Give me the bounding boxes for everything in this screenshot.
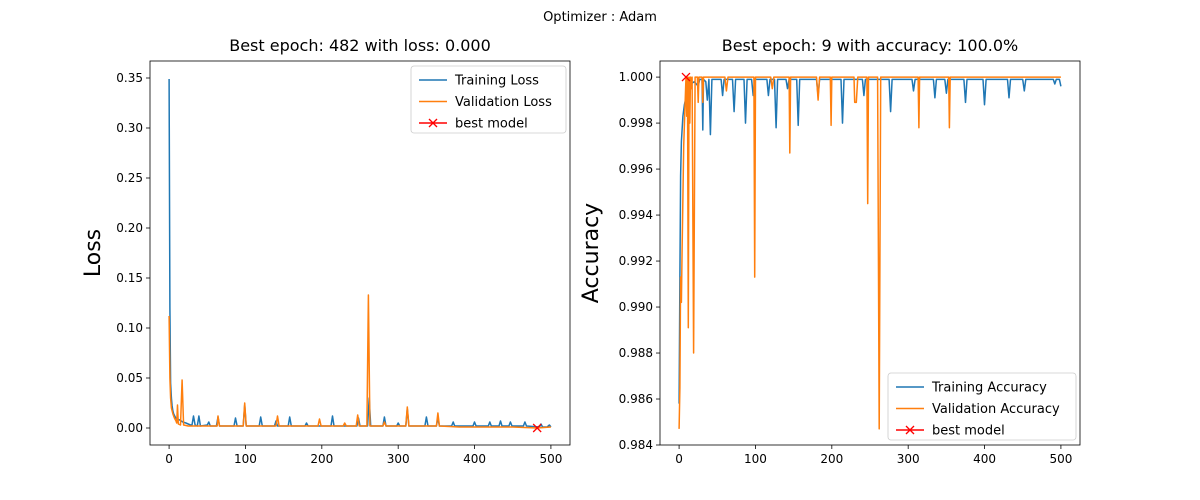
training-series-line bbox=[168, 78, 552, 428]
y-tick-label: 0.996 bbox=[619, 162, 653, 176]
best-model-marker bbox=[532, 423, 542, 433]
plot-area bbox=[678, 76, 1062, 430]
x-tick-label: 300 bbox=[387, 452, 410, 466]
y-tick-label: 0.05 bbox=[116, 371, 143, 385]
x-tick-label: 400 bbox=[973, 452, 996, 466]
legend-label: Training Loss bbox=[454, 74, 539, 89]
x-tick-label: 400 bbox=[463, 452, 486, 466]
x-tick-label: 200 bbox=[820, 452, 843, 466]
x-tick-label: 300 bbox=[897, 452, 920, 466]
y-tick-label: 0.988 bbox=[619, 346, 653, 360]
y-tick-label: 0.994 bbox=[619, 208, 653, 222]
y-tick-label: 0.00 bbox=[116, 421, 143, 435]
legend-label: Validation Accuracy bbox=[932, 402, 1060, 417]
legend-box bbox=[887, 372, 1077, 441]
y-tick-label: 0.984 bbox=[619, 438, 653, 452]
legend-box bbox=[410, 65, 567, 134]
plot-area bbox=[168, 78, 552, 429]
legend-label: Training Accuracy bbox=[931, 381, 1047, 396]
legend-label: Validation Loss bbox=[455, 95, 552, 110]
x-tick-label: 100 bbox=[234, 452, 257, 466]
x-tick-label: 0 bbox=[165, 452, 173, 466]
y-tick-label: 0.35 bbox=[116, 71, 143, 85]
x-tick-label: 500 bbox=[1049, 452, 1072, 466]
y-tick-label: 0.25 bbox=[116, 171, 143, 185]
x-tick-label: 100 bbox=[744, 452, 767, 466]
legend-label: best model bbox=[932, 424, 1005, 439]
validation-series-line bbox=[678, 76, 1061, 430]
y-tick-label: 0.20 bbox=[116, 221, 143, 235]
accuracy-chart: Best epoch: 9 with accuracy: 100.0% Accur… bbox=[579, 36, 1081, 466]
y-tick-label: 0.986 bbox=[619, 392, 653, 406]
y-axis-label: Accuracy bbox=[579, 203, 604, 303]
y-tick-label: 0.10 bbox=[116, 321, 143, 335]
y-tick-label: 0.990 bbox=[619, 300, 653, 314]
chart-title: Best epoch: 9 with accuracy: 100.0% bbox=[722, 36, 1019, 55]
x-tick-label: 500 bbox=[539, 452, 562, 466]
y-tick-label: 0.30 bbox=[116, 121, 143, 135]
y-tick-label: 0.998 bbox=[619, 116, 653, 130]
loss-chart: Best epoch: 482 with loss: 0.000 Loss 0 100… bbox=[81, 36, 571, 466]
y-tick-label: 0.992 bbox=[619, 254, 653, 268]
x-tick-label: 200 bbox=[310, 452, 333, 466]
training-series-line bbox=[678, 78, 1062, 404]
chart-title: Best epoch: 482 with loss: 0.000 bbox=[229, 36, 491, 55]
y-axis-label: Loss bbox=[81, 229, 106, 277]
y-tick-label: 1.000 bbox=[619, 70, 653, 84]
legend-label: best model bbox=[455, 117, 528, 132]
best-model-marker bbox=[681, 72, 691, 82]
y-tick-label: 0.15 bbox=[116, 271, 143, 285]
validation-series-line bbox=[168, 294, 551, 429]
axes-frame bbox=[659, 60, 1081, 446]
axes-frame bbox=[149, 60, 571, 446]
x-tick-label: 0 bbox=[675, 452, 683, 466]
legend: Training Accuracy Validation Accuracy best… bbox=[887, 372, 1077, 441]
legend: Training Loss Validation Loss best model bbox=[410, 65, 567, 134]
figure-suptitle: Optimizer : Adam bbox=[543, 10, 657, 25]
